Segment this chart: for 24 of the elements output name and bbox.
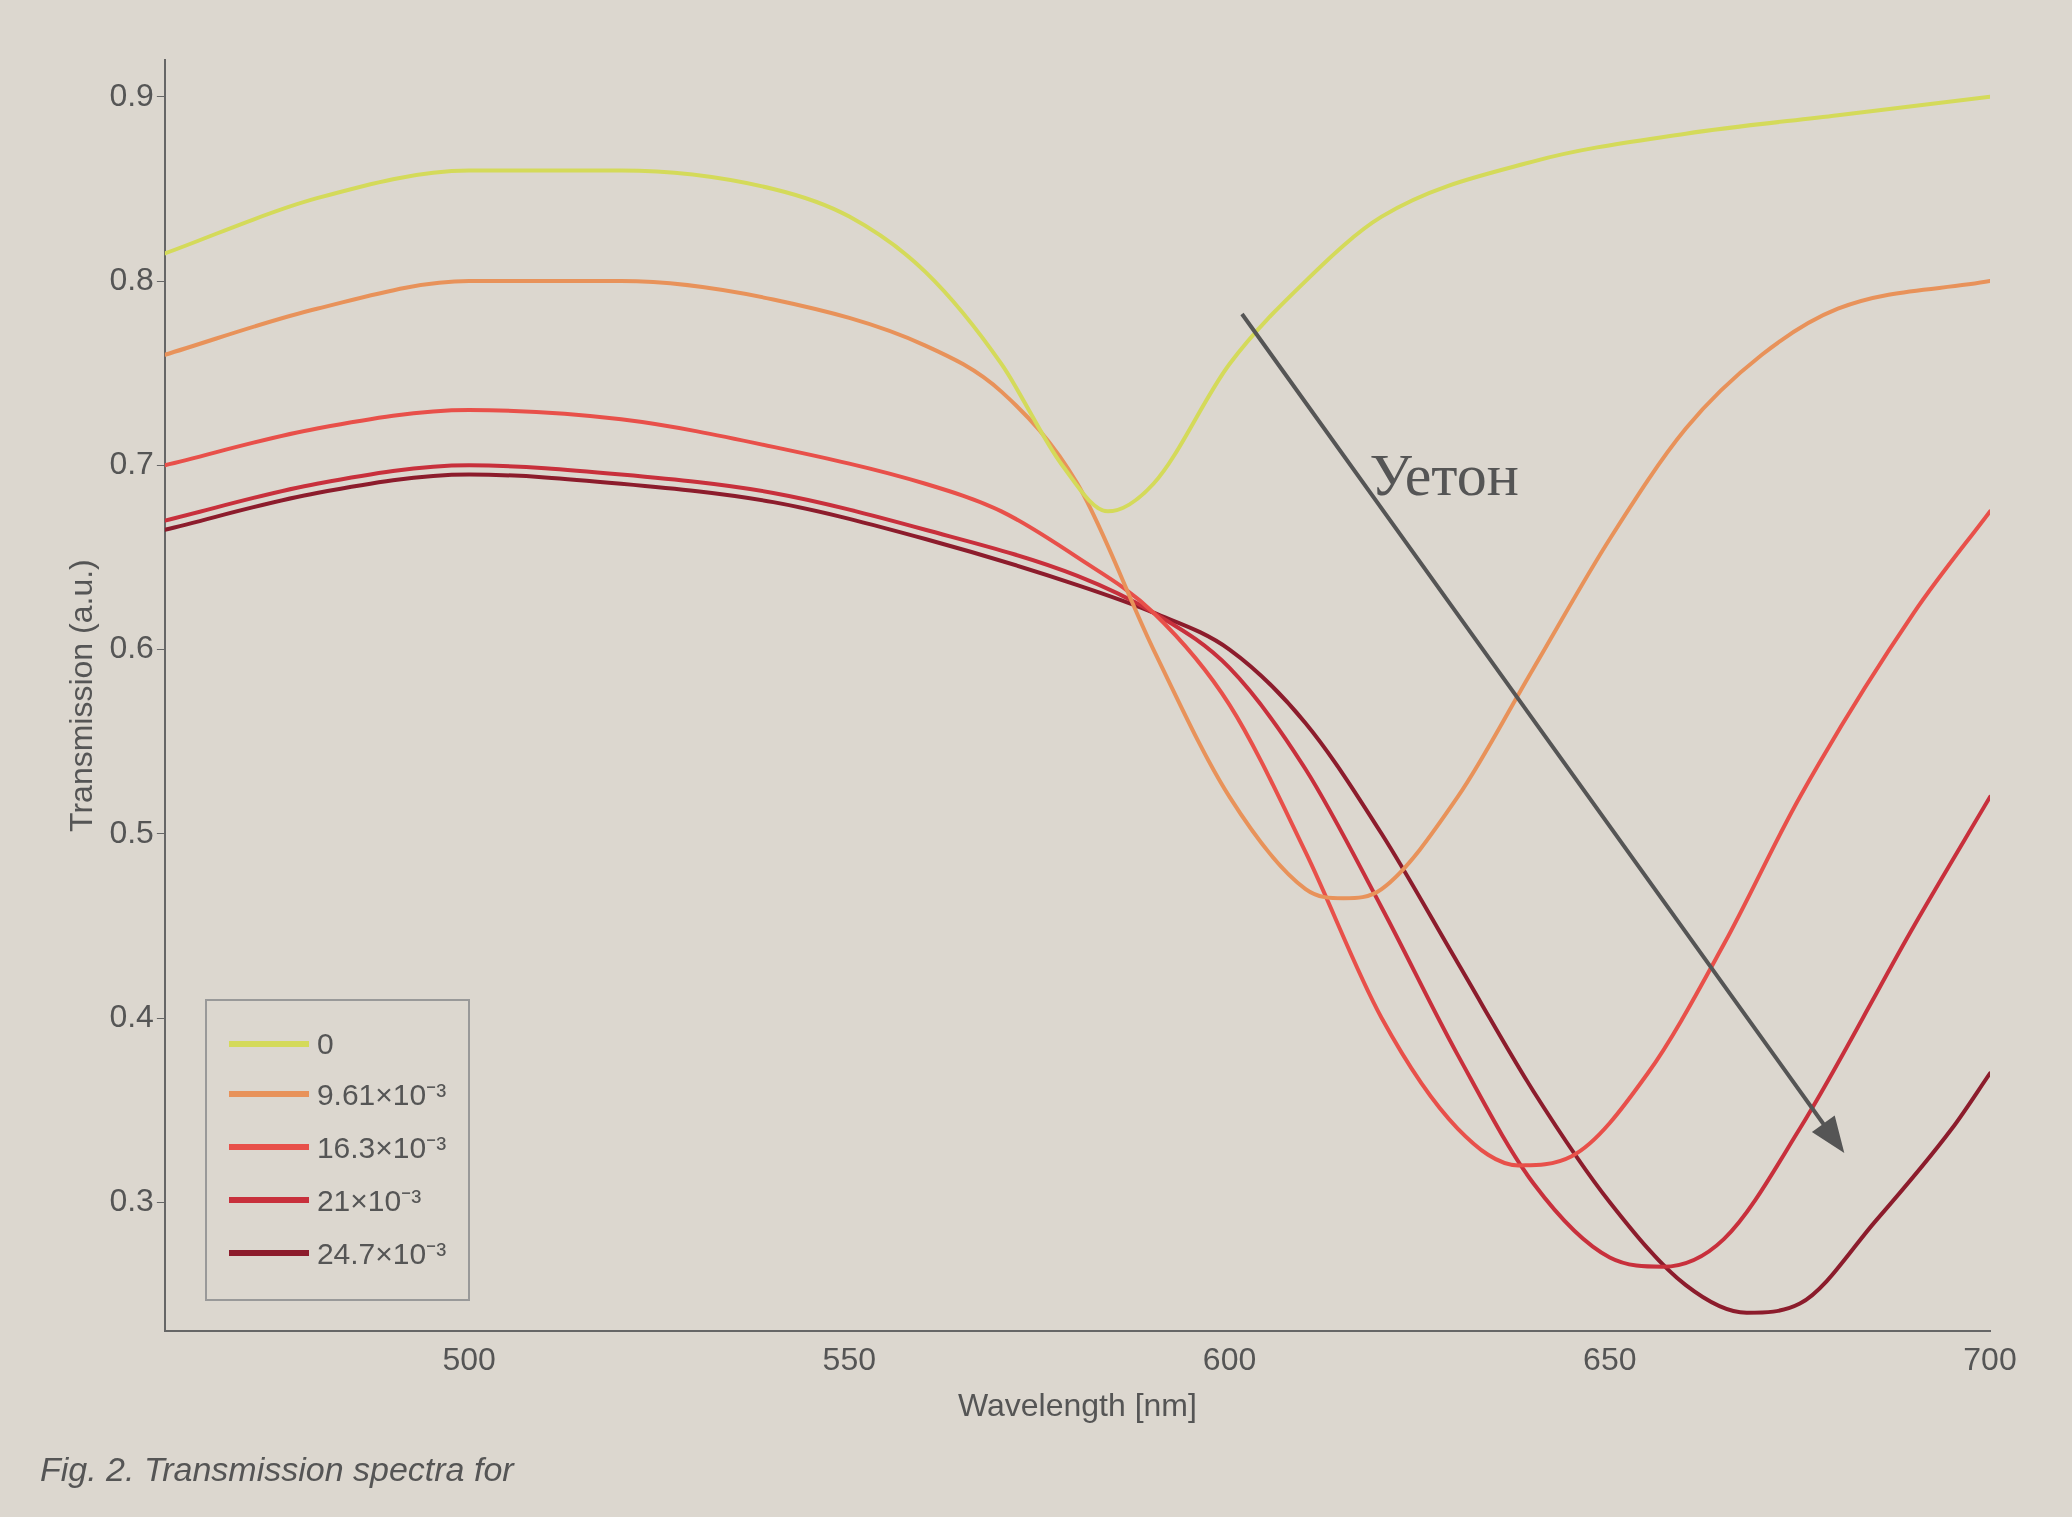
legend-label: 24.7×10⁻³ [316, 1236, 447, 1273]
line-series [164, 94, 1990, 514]
y-tick-label: 0.3 [109, 1182, 154, 1219]
legend-label: 0 [316, 1027, 334, 1062]
y-tick-label: 0.9 [109, 76, 154, 113]
legend-label: 16.3×10⁻³ [316, 1130, 447, 1167]
y-tick-label: 0.7 [109, 445, 154, 482]
annotation: Уетон [1369, 441, 1519, 511]
y-axis-title: Transmission (a.u.) [63, 559, 100, 832]
x-tick-label: 500 [442, 1341, 496, 1378]
line-series [164, 279, 1990, 901]
caption: Fig. 2. Transmission spectra for [40, 1450, 514, 1489]
x-tick-label: 550 [822, 1341, 876, 1378]
y-tick-label: 0.4 [109, 997, 154, 1034]
x-tick-label: 650 [1583, 1341, 1637, 1378]
x-axis-title: Wavelength [nm] [957, 1386, 1197, 1423]
y-tick-label: 0.8 [109, 260, 154, 297]
line-series [164, 408, 1990, 1168]
y-tick-label: 0.5 [109, 813, 154, 850]
x-tick-label: 600 [1202, 1341, 1257, 1378]
y-tick-label: 0.6 [109, 629, 154, 666]
x-tick-label: 700 [1963, 1341, 2017, 1378]
legend-label: 9.61×10⁻³ [316, 1077, 447, 1114]
legend-label: 21×10⁻³ [316, 1183, 422, 1220]
